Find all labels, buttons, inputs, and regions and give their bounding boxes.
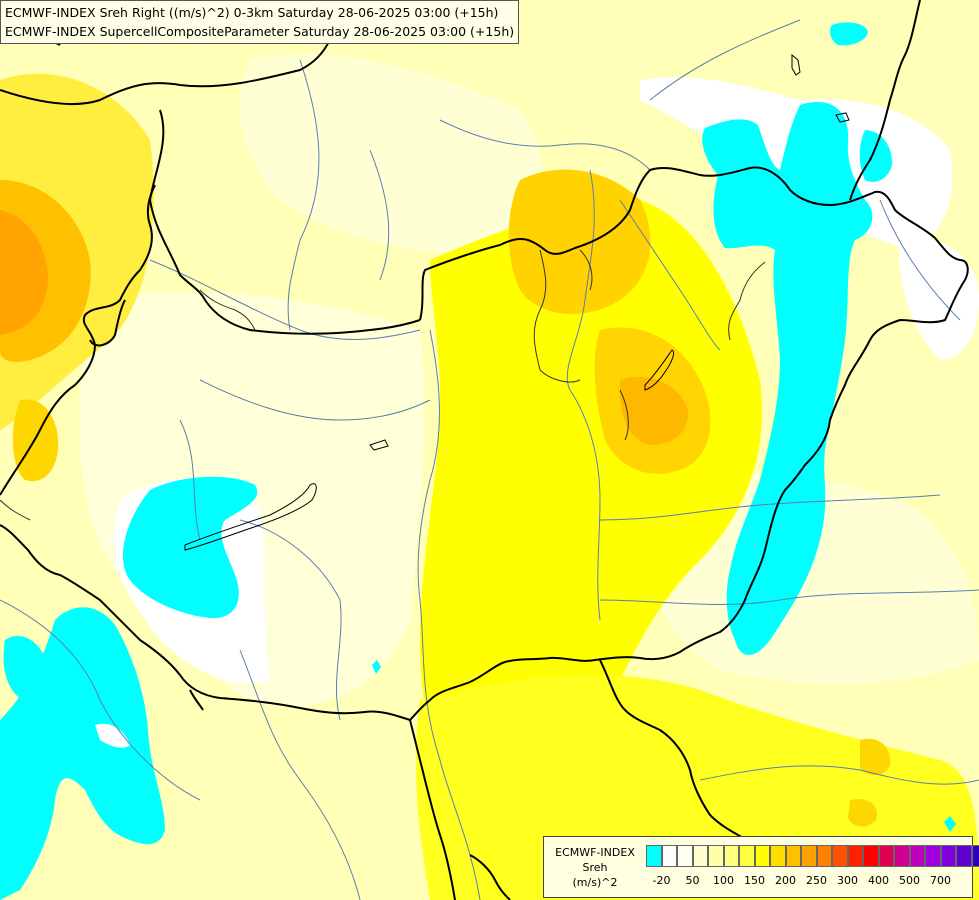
legend-swatch <box>723 845 739 867</box>
legend-swatch <box>785 845 801 867</box>
legend-swatch <box>940 845 956 867</box>
rivers <box>0 19 979 900</box>
legend-tick-label: 400 <box>868 874 889 887</box>
orange-core-west <box>0 210 48 335</box>
legend-swatch <box>863 845 879 867</box>
white-field-e <box>899 230 979 360</box>
cyan-field-east <box>702 101 873 655</box>
regional-borders <box>0 249 766 521</box>
cyan-hole-sw <box>95 723 130 748</box>
map-title-box: ECMWF-INDEX Sreh Right ((m/s)^2) 0-3km S… <box>0 0 520 44</box>
lake-small <box>369 439 389 451</box>
cyan-field-west <box>122 476 258 619</box>
cyan-spot-sw <box>3 636 47 700</box>
cyan-spot-small <box>372 660 381 674</box>
lake-tisza <box>644 349 675 391</box>
legend-tick-label: 300 <box>837 874 858 887</box>
legend-swatch <box>770 845 786 867</box>
cyan-spot-ne <box>859 130 893 182</box>
legend-swatch <box>646 845 662 867</box>
legend-swatch <box>971 845 979 867</box>
title-line-scp: ECMWF-INDEX SupercellCompositeParameter … <box>5 24 515 39</box>
pale-field-north <box>240 53 542 253</box>
legend-swatch <box>754 845 770 867</box>
legend-swatch <box>878 845 894 867</box>
legend-swatch <box>909 845 925 867</box>
legend-tick-label: 150 <box>744 874 765 887</box>
legend-swatch <box>692 845 708 867</box>
legend-swatch <box>708 845 724 867</box>
cyan-spot-se <box>944 816 956 832</box>
legend-swatch <box>894 845 910 867</box>
legend-tick-label: 250 <box>806 874 827 887</box>
legend-line-variable: Sreh <box>582 861 608 874</box>
title-line-sreh: ECMWF-INDEX Sreh Right ((m/s)^2) 0-3km S… <box>5 5 499 20</box>
orange-spot-se2 <box>848 799 877 827</box>
orange-field-north <box>508 169 651 314</box>
legend-tick-labels: -20 50 100 150 200 250 300 400 500 700 <box>646 874 976 890</box>
legend-tick-label: -20 <box>652 874 671 887</box>
legend-line-source: ECMWF-INDEX <box>555 846 635 859</box>
legend-title: ECMWF-INDEX Sreh (m/s)^2 <box>548 845 642 890</box>
legend-swatch <box>661 845 677 867</box>
legend-swatch <box>847 845 863 867</box>
legend-swatch <box>677 845 693 867</box>
legend-tick-label: 500 <box>899 874 920 887</box>
legend-tick-label: 200 <box>775 874 796 887</box>
legend: ECMWF-INDEX Sreh (m/s)^2 -20 50 100 150 200 2… <box>543 836 979 898</box>
orange-core-central <box>619 376 689 445</box>
legend-swatch <box>801 845 817 867</box>
legend-tick-label: 50 <box>685 874 700 887</box>
orange-spot-se <box>860 738 891 776</box>
yellow-field-central <box>420 200 762 780</box>
legend-swatch <box>956 845 972 867</box>
legend-color-scale <box>646 845 979 867</box>
lake-balaton <box>184 483 317 551</box>
legend-swatch <box>816 845 832 867</box>
legend-tick-label: 700 <box>930 874 951 887</box>
legend-tick-label: 100 <box>713 874 734 887</box>
legend-swatch <box>925 845 941 867</box>
legend-swatch <box>832 845 848 867</box>
cyan-spot-top <box>830 22 868 46</box>
legend-line-unit: (m/s)^2 <box>572 876 618 889</box>
legend-swatch <box>739 845 755 867</box>
lake-ne2 <box>835 112 850 123</box>
lake-ne <box>791 53 801 76</box>
